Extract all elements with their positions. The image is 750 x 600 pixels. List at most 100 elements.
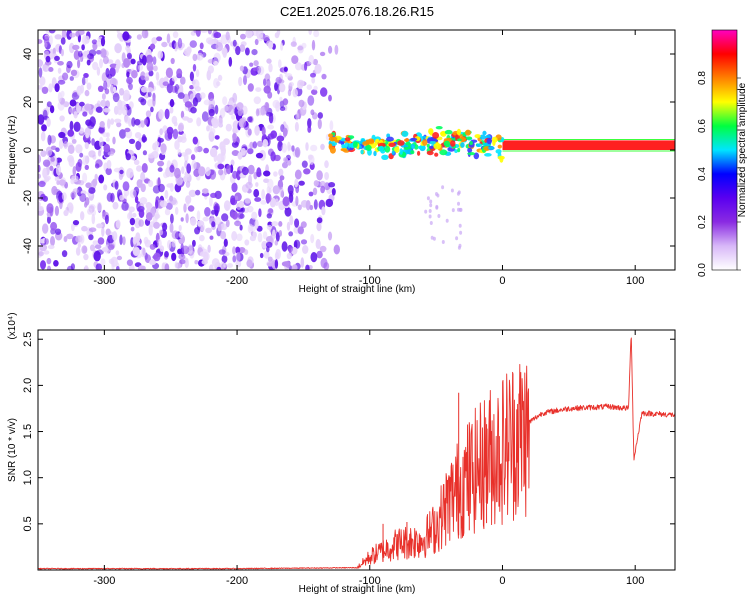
noise-blob: [316, 217, 323, 224]
noise-blob: [54, 83, 60, 93]
noise-blob: [281, 241, 288, 252]
noise-blob: [309, 204, 314, 211]
snr-y-axis-label: SNR (10 * v/v): [7, 418, 18, 482]
noise-blob: [105, 167, 112, 176]
noise-blob: [169, 222, 174, 233]
noise-blob: [289, 215, 294, 226]
noise-blob: [219, 223, 228, 231]
trail-blob: [429, 199, 433, 204]
noise-blob: [46, 101, 52, 108]
noise-blob: [214, 115, 218, 123]
noise-blob: [109, 63, 118, 69]
noise-blob: [38, 164, 41, 173]
noise-blob: [153, 65, 158, 72]
noise-blob: [252, 67, 260, 72]
carrier-blob: [353, 141, 358, 148]
noise-blob: [69, 120, 74, 131]
noise-blob: [214, 190, 222, 200]
snr-series-line: [38, 337, 675, 570]
noise-blob: [70, 191, 77, 199]
noise-blob: [134, 132, 142, 139]
noise-blob: [164, 263, 170, 270]
noise-blob: [69, 32, 76, 38]
carrier-blob: [450, 140, 456, 147]
noise-blob: [218, 249, 226, 255]
noise-blob: [220, 261, 225, 270]
snr-plot-area: [38, 337, 675, 570]
noise-blob: [198, 166, 206, 177]
noise-blob: [42, 167, 48, 179]
noise-blob: [128, 210, 133, 219]
noise-blob: [38, 114, 45, 125]
noise-blob: [75, 31, 80, 37]
noise-blob: [243, 121, 250, 131]
noise-blob: [192, 64, 197, 72]
noise-blob: [266, 262, 274, 267]
noise-blob: [94, 163, 100, 169]
carrier-blob: [341, 144, 346, 149]
noise-blob: [300, 239, 308, 245]
noise-blob: [79, 234, 85, 244]
noise-blob: [155, 71, 160, 81]
noise-blob: [324, 172, 329, 180]
noise-blob: [328, 182, 336, 188]
noise-blob: [175, 206, 179, 215]
noise-blob: [99, 121, 105, 128]
noise-blob: [130, 58, 136, 65]
noise-blob: [138, 219, 144, 227]
noise-blob: [216, 153, 224, 164]
noise-blob: [262, 231, 268, 240]
noise-blob: [85, 182, 92, 189]
carrier-blob: [488, 146, 495, 150]
noise-blob: [291, 55, 299, 64]
noise-blob: [46, 117, 51, 127]
noise-blob: [82, 155, 88, 166]
noise-blob: [112, 92, 120, 103]
trail-blob: [428, 209, 432, 213]
noise-blob: [54, 55, 60, 62]
noise-blob: [235, 252, 241, 262]
noise-blob: [228, 56, 233, 67]
noise-blob: [237, 211, 244, 220]
noise-blob: [252, 141, 258, 149]
noise-blob: [130, 226, 135, 232]
noise-blob: [254, 219, 259, 230]
noise-blob: [44, 176, 50, 182]
spectrogram-plot-area: [38, 30, 675, 270]
noise-blob: [134, 118, 141, 126]
noise-blob: [114, 43, 122, 54]
noise-blob: [245, 181, 253, 189]
noise-blob: [297, 226, 304, 235]
spectrogram-x-axis-label: Height of straight line (km): [299, 284, 416, 295]
trail-blob: [459, 230, 463, 235]
noise-blob: [310, 109, 315, 116]
noise-blob: [112, 86, 117, 93]
noise-blob: [191, 160, 197, 170]
noise-blob: [157, 167, 163, 172]
noise-blob: [237, 109, 243, 117]
noise-blob: [135, 140, 142, 151]
noise-blob: [159, 128, 163, 136]
noise-blob: [149, 259, 157, 266]
noise-blob: [231, 182, 238, 193]
x-tick-label: 100: [626, 275, 644, 287]
noise-blob: [192, 239, 196, 247]
noise-blob: [265, 241, 273, 248]
noise-blob: [225, 123, 232, 132]
noise-blob: [255, 87, 262, 92]
noise-blob: [240, 33, 246, 40]
noise-blob: [158, 109, 164, 120]
noise-blob: [84, 89, 90, 97]
noise-blob: [92, 61, 99, 71]
noise-blob: [73, 111, 78, 119]
noise-blob: [303, 168, 311, 175]
noise-blob: [152, 185, 161, 194]
noise-blob: [167, 239, 172, 250]
noise-blob: [273, 171, 278, 177]
carrier-blob: [417, 150, 421, 156]
noise-blob: [146, 61, 154, 72]
noise-blob: [231, 211, 239, 220]
noise-blob: [294, 218, 300, 228]
noise-blob: [79, 193, 87, 203]
